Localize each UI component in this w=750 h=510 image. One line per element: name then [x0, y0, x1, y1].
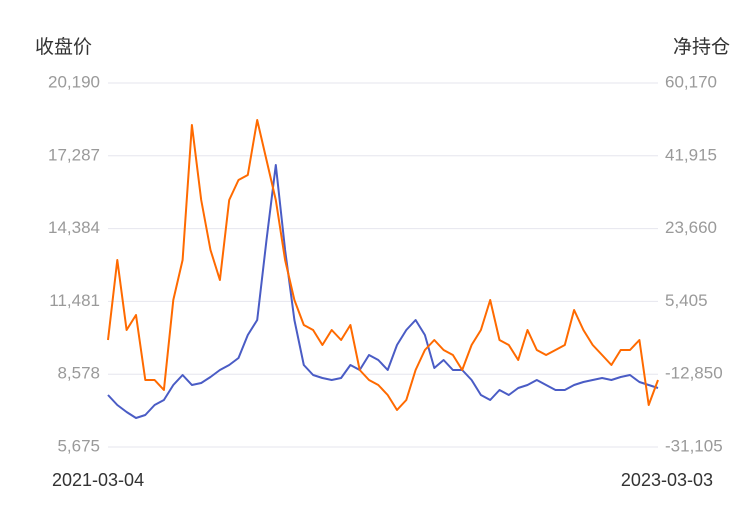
y2-tick-label: 5,405 — [665, 291, 708, 310]
y-tick-label: 11,481 — [49, 291, 100, 310]
data-line — [107, 119, 659, 411]
y2-tick-label: -31,105 — [665, 436, 723, 455]
x-tick-label: 2021-03-04 — [52, 470, 144, 490]
y-tick-label: 8,578 — [57, 364, 100, 383]
y2-axis-title: 净持仓 — [673, 36, 730, 58]
y-axis-title: 收盘价 — [35, 36, 92, 58]
y-tick-label: 20,190 — [48, 72, 100, 91]
y2-tick-label: 60,170 — [665, 72, 717, 91]
y2-tick-label: -12,850 — [665, 364, 723, 383]
y-tick-label: 17,287 — [48, 145, 100, 164]
x-tick-label: 2023-03-03 — [621, 470, 713, 490]
y-tick-label: 14,384 — [48, 218, 100, 237]
y2-tick-label: 41,915 — [665, 145, 717, 164]
y-tick-label: 5,675 — [57, 436, 100, 455]
y2-tick-label: 23,660 — [665, 218, 717, 237]
data-line — [107, 164, 659, 419]
